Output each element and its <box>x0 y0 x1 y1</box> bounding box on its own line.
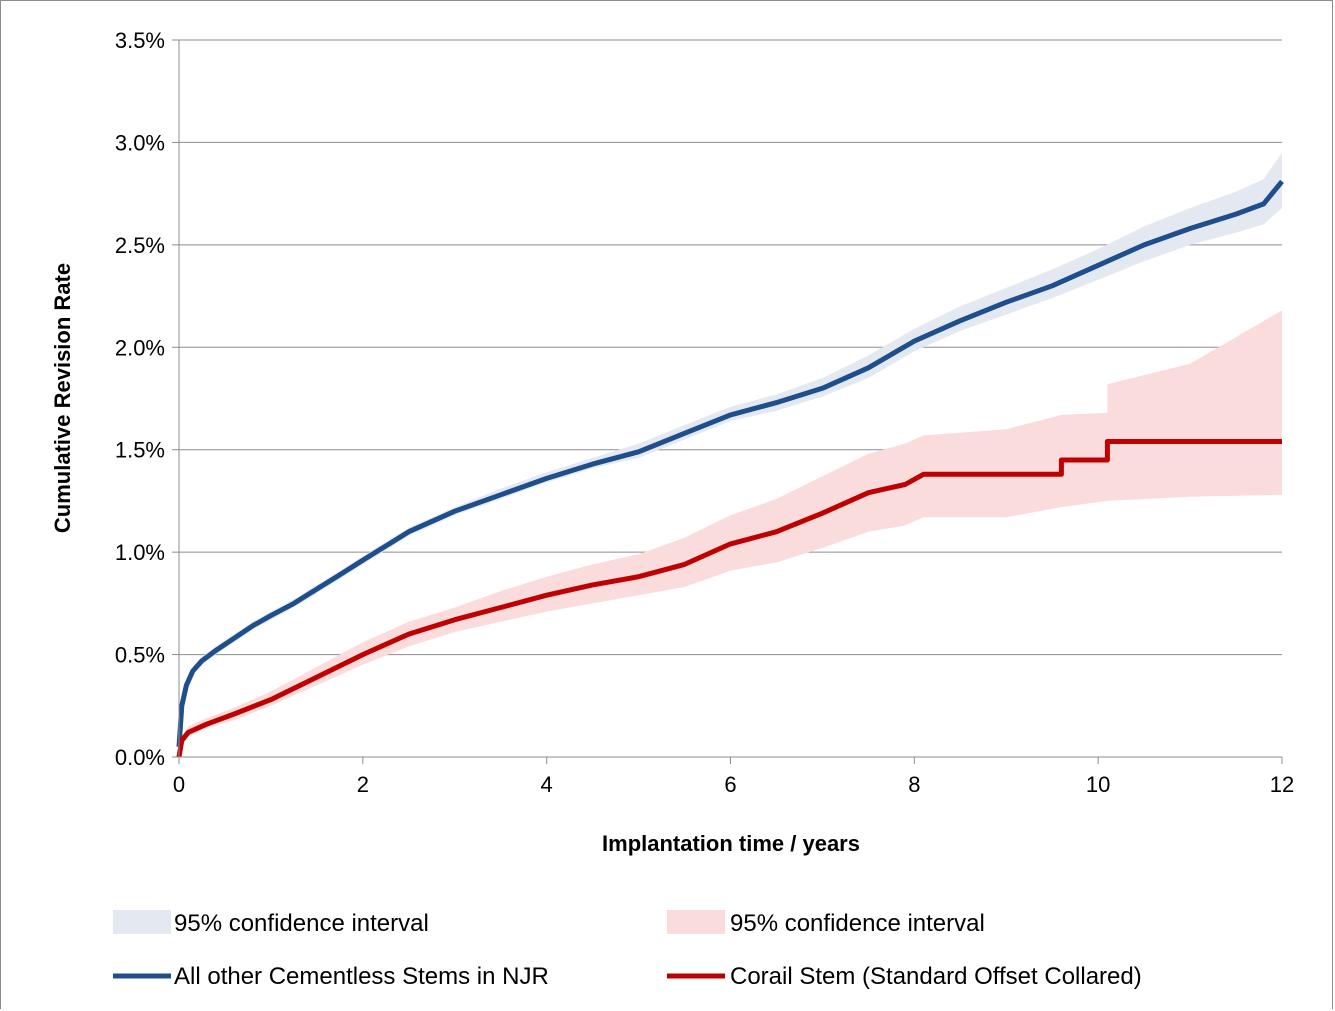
y-tick-label: 0.0% <box>115 745 165 770</box>
legend-label-corail-ci: 95% confidence interval <box>730 910 985 937</box>
tick-labels: 0.0% 0.5% 1.0% 1.5% 2.0% 2.5% 3.0% 3.5% 0 2 4 6 8 10 1… <box>115 28 1294 797</box>
y-tick-label: 0.5% <box>115 643 165 668</box>
y-axis-title: Cumulative Revision Rate <box>50 263 75 533</box>
legend-label-all-other-line: All other Cementless Stems in NJR <box>174 963 549 990</box>
legend-label-all-other-ci: 95% confidence interval <box>174 910 429 937</box>
legend-swatch-corail-ci <box>667 910 725 934</box>
y-tick-label: 2.5% <box>115 233 165 258</box>
x-tick-label: 8 <box>908 772 920 797</box>
x-tick-label: 0 <box>173 772 185 797</box>
x-axis-title: Implantation time / years <box>602 831 860 856</box>
x-tick-label: 6 <box>724 772 736 797</box>
x-tick-label: 10 <box>1086 772 1110 797</box>
y-tick-label: 1.5% <box>115 438 165 463</box>
y-tick-label: 2.0% <box>115 335 165 360</box>
x-tick-label: 12 <box>1270 772 1294 797</box>
y-tick-label: 3.0% <box>115 130 165 155</box>
y-tick-label: 1.0% <box>115 540 165 565</box>
x-tick-label: 2 <box>357 772 369 797</box>
legend-label-corail-line: Corail Stem (Standard Offset Collared) <box>730 963 1142 990</box>
legend: 95% confidence interval 95% confidence i… <box>113 910 1142 990</box>
legend-swatch-all-other-ci <box>113 910 171 934</box>
ci-band-corail <box>179 310 1282 757</box>
series-line-corail <box>176 439 1282 758</box>
series-lines <box>176 179 1284 758</box>
series-line-all-other <box>176 179 1284 747</box>
y-tick-label: 3.5% <box>115 28 165 53</box>
x-tick-label: 4 <box>541 772 553 797</box>
